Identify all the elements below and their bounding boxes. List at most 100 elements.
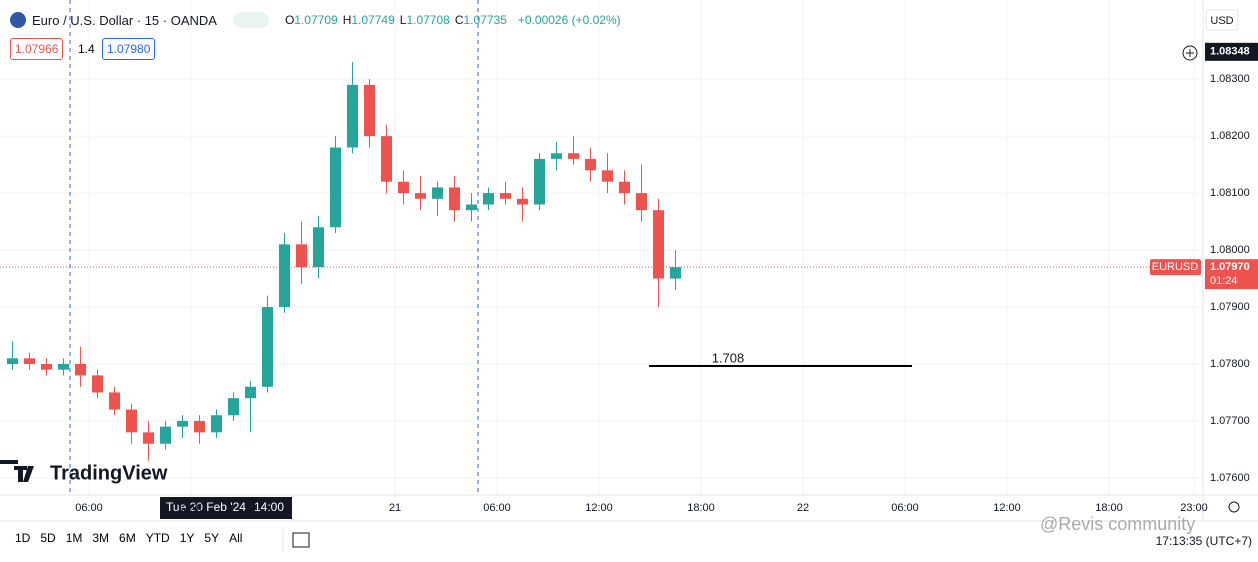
timeframe-button[interactable]: All bbox=[229, 531, 243, 545]
buy-button[interactable]: 1.07980 bbox=[102, 38, 156, 60]
currency-button[interactable] bbox=[1205, 9, 1239, 31]
candle-body bbox=[210, 415, 223, 433]
symbol-tag-bg bbox=[1150, 259, 1201, 276]
candle-body bbox=[329, 147, 342, 228]
ohlc-value: 1.07709 bbox=[294, 13, 338, 27]
candle-body bbox=[227, 398, 240, 416]
candle-body bbox=[465, 204, 478, 211]
grid bbox=[0, 0, 1203, 495]
plus-icon bbox=[1186, 49, 1194, 57]
candle-body bbox=[448, 187, 461, 211]
y-tick-label: 1.07900 bbox=[1210, 301, 1250, 313]
candle-body bbox=[414, 193, 427, 199]
candle-body bbox=[91, 375, 104, 393]
ohlc-item: O1.07709 bbox=[285, 13, 338, 27]
timeframe-button[interactable]: 1Y bbox=[179, 531, 195, 545]
candle-body bbox=[669, 267, 682, 279]
x-tick-label: 18:00 bbox=[1095, 502, 1123, 514]
ohlc-key: L bbox=[399, 13, 407, 27]
candle-body bbox=[125, 409, 138, 433]
y-tick-label: 1.07700 bbox=[1210, 415, 1250, 427]
credit: @Revis community bbox=[1040, 514, 1195, 534]
logo bbox=[14, 466, 34, 482]
crosshair-time-bg bbox=[160, 497, 292, 519]
candles bbox=[6, 62, 682, 461]
crosshair-price: 1.08348 bbox=[1210, 46, 1250, 58]
crosshair-date: Tue 20 Feb '24 bbox=[166, 500, 246, 514]
symbol-icon bbox=[10, 12, 26, 28]
x-tick-label: 06:00 bbox=[75, 502, 103, 514]
watermark: TradingView bbox=[0, 460, 168, 484]
candle-body bbox=[176, 420, 189, 427]
countdown: 01:24 bbox=[1210, 275, 1238, 287]
timeframe-button[interactable]: 1D bbox=[15, 531, 31, 545]
x-tick-label: 06:00 bbox=[891, 502, 919, 514]
candle-body bbox=[346, 84, 359, 148]
crosshair-price-bg bbox=[1205, 42, 1258, 61]
status-badge bbox=[232, 12, 269, 28]
ohlc-item: C1.07735 bbox=[455, 13, 507, 27]
symbol-tag: EURUSD bbox=[1152, 261, 1199, 273]
candle-body bbox=[295, 244, 308, 268]
candle-body bbox=[6, 358, 19, 364]
candle-body bbox=[567, 153, 580, 159]
candle-body bbox=[601, 170, 614, 182]
candle-body bbox=[363, 84, 376, 137]
candle-body bbox=[57, 363, 70, 370]
ohlc-key: C bbox=[454, 13, 464, 27]
x-tick-label: 12:00 bbox=[993, 502, 1021, 514]
clock: 17:13:35 (UTC+7) bbox=[1156, 534, 1252, 548]
ohlc-item: L1.07708 bbox=[400, 13, 450, 27]
candle-body bbox=[431, 187, 444, 199]
candle-body bbox=[635, 193, 648, 211]
drawing-label[interactable]: 1.708 bbox=[712, 350, 745, 365]
ohlc-item: H1.07749 bbox=[343, 13, 395, 27]
candle-body bbox=[516, 198, 529, 205]
y-tick-label: 1.08300 bbox=[1210, 73, 1250, 85]
timeframe-button[interactable]: 5Y bbox=[204, 531, 220, 545]
currency[interactable]: USD bbox=[1210, 15, 1233, 27]
y-tick-label: 1.08200 bbox=[1210, 130, 1250, 142]
watermark-text: TradingView bbox=[50, 462, 168, 484]
ohlc-value: 1.07735 bbox=[463, 13, 507, 27]
candle-body bbox=[278, 244, 291, 308]
ohlc-value: 1.07708 bbox=[406, 13, 450, 27]
x-tick-label: 23:00 bbox=[1180, 502, 1208, 514]
settings-icon[interactable] bbox=[1228, 501, 1240, 513]
timeframe-button[interactable]: YTD bbox=[145, 531, 170, 545]
candle-body bbox=[618, 181, 631, 194]
candle-body bbox=[584, 158, 597, 171]
ohlc: O1.07709 H1.07749 L1.07708 C1.07735 bbox=[285, 13, 512, 27]
candle-body bbox=[23, 358, 36, 364]
candle-body bbox=[482, 193, 495, 205]
date-range-icon[interactable] bbox=[292, 532, 310, 548]
candle-body bbox=[550, 153, 563, 159]
timeframe-button[interactable]: 1M bbox=[65, 531, 83, 545]
timeframe-button[interactable]: 5D bbox=[40, 531, 56, 545]
sell-button[interactable]: 1.07966 bbox=[10, 38, 64, 60]
candle-body bbox=[193, 420, 206, 433]
symbol[interactable]: Euro / U.S. Dollar · 15 · OANDA bbox=[32, 12, 217, 28]
candle-body bbox=[40, 363, 53, 370]
crosshair-time: 14:00 bbox=[254, 500, 284, 514]
header: Euro / U.S. Dollar · 15 · OANDA O1.07709… bbox=[10, 12, 621, 28]
candle-body bbox=[244, 386, 257, 399]
candle-body bbox=[159, 426, 172, 444]
candle-body bbox=[108, 392, 121, 410]
candle-body bbox=[380, 136, 393, 182]
candle-body bbox=[261, 307, 274, 387]
logo-bar bbox=[0, 460, 18, 464]
ohlc-key: H bbox=[342, 13, 352, 27]
timeframe-button[interactable]: 6M bbox=[119, 531, 136, 545]
candle-body bbox=[533, 158, 546, 205]
x-tick-label: 22 bbox=[797, 502, 809, 514]
timeframe-button[interactable]: 3M bbox=[92, 531, 110, 545]
x-tick-label: 12:00 bbox=[585, 502, 613, 514]
x-tick-label: 18:00 bbox=[687, 502, 715, 514]
y-tick-label: 1.07800 bbox=[1210, 358, 1250, 370]
candle-body bbox=[74, 363, 87, 376]
candle-body bbox=[499, 193, 512, 199]
y-tick-label: 1.08000 bbox=[1210, 244, 1250, 256]
last-price-tag: 1.07970 bbox=[1210, 261, 1250, 273]
